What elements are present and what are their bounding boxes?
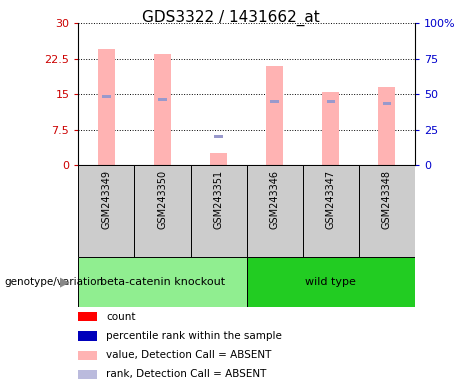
Bar (98, 49, 115, 165)
Text: genotype/variation: genotype/variation (5, 277, 104, 287)
Bar (266, 66, 283, 165)
Text: ▶: ▶ (59, 276, 69, 289)
Bar (303, 165, 359, 257)
Text: GSM243346: GSM243346 (270, 170, 280, 229)
Text: rank, Detection Call = ABSENT: rank, Detection Call = ABSENT (106, 369, 266, 379)
Text: GDS3322 / 1431662_at: GDS3322 / 1431662_at (142, 10, 319, 26)
Bar (78, 331, 97, 341)
Bar (271, 99, 279, 103)
Bar (154, 54, 171, 165)
Bar (326, 99, 335, 103)
Bar (378, 87, 395, 165)
Bar (214, 135, 223, 138)
Bar (247, 257, 415, 307)
Bar (78, 312, 97, 321)
Bar (78, 370, 97, 379)
Bar (78, 351, 97, 360)
Bar (190, 165, 247, 257)
Text: GSM243349: GSM243349 (101, 170, 112, 229)
Bar (383, 102, 391, 105)
Bar (359, 165, 415, 257)
Text: GSM243350: GSM243350 (158, 170, 167, 229)
Text: GSM243347: GSM243347 (326, 170, 336, 229)
Bar (102, 95, 111, 98)
Text: count: count (106, 312, 136, 322)
Bar (135, 165, 190, 257)
Bar (210, 153, 227, 165)
Bar (78, 257, 247, 307)
Text: beta-catenin knockout: beta-catenin knockout (100, 277, 225, 287)
Bar (247, 165, 303, 257)
Text: percentile rank within the sample: percentile rank within the sample (106, 331, 282, 341)
Text: value, Detection Call = ABSENT: value, Detection Call = ABSENT (106, 350, 272, 360)
Text: GSM243351: GSM243351 (213, 170, 224, 229)
Bar (158, 98, 167, 101)
Bar (322, 92, 339, 165)
Bar (78, 165, 135, 257)
Text: wild type: wild type (305, 277, 356, 287)
Text: GSM243348: GSM243348 (382, 170, 392, 229)
